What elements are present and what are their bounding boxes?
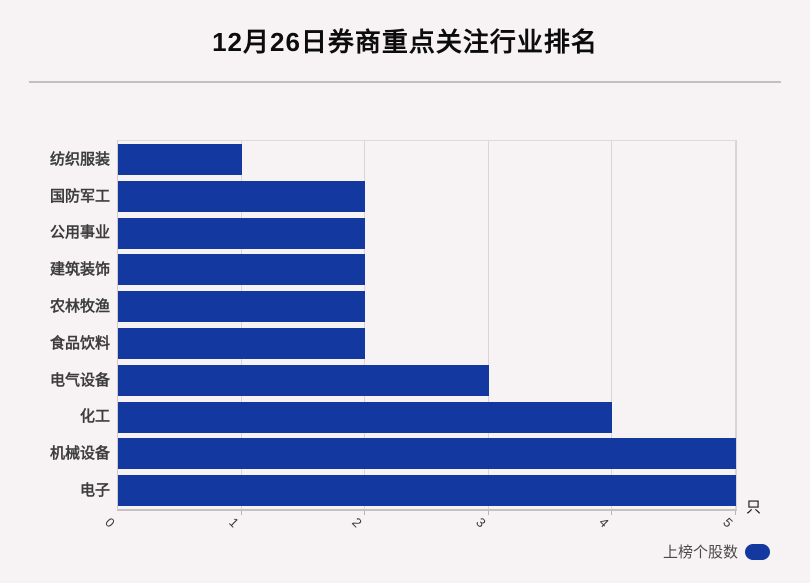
gridline-x-4	[611, 141, 613, 509]
xtick-label-0: 0	[102, 514, 118, 531]
legend-series-marker-icon	[745, 543, 770, 560]
bar-建筑装饰[interactable]	[118, 254, 366, 286]
gridline-x-2	[364, 141, 366, 509]
bar-公用事业[interactable]	[118, 217, 366, 249]
bar-食品饮料[interactable]	[118, 328, 366, 359]
tickmark-x-5	[735, 511, 736, 515]
category-label-建筑装饰: 建筑装饰	[49, 261, 110, 279]
chart-title: 12月26日券商重点关注行业排名	[212, 27, 598, 57]
legend-item[interactable]: 上榜个股数	[663, 541, 770, 562]
legend-label: 上榜个股数	[662, 544, 738, 561]
category-label-农林牧渔: 农林牧渔	[49, 298, 110, 316]
xtick-label-2: 2	[349, 514, 366, 531]
axis-unit-label: 只	[746, 499, 762, 516]
category-label-公用事业: 公用事业	[49, 224, 110, 242]
category-label-纺织服装: 纺织服装	[49, 150, 110, 168]
xtick-label-5: 5	[720, 514, 736, 531]
title-divider	[29, 81, 781, 83]
category-label-食品饮料: 食品饮料	[49, 334, 110, 352]
bar-电子[interactable]	[118, 475, 736, 507]
gridline-x-1	[240, 141, 242, 509]
bar-电气设备[interactable]	[118, 364, 489, 396]
category-label-国防军工: 国防军工	[49, 187, 110, 205]
xtick-label-1: 1	[225, 514, 242, 531]
bar-化工[interactable]	[118, 401, 613, 433]
plot-area	[117, 140, 737, 515]
tickmark-x-1	[240, 511, 242, 515]
gridline-x-5	[735, 141, 736, 509]
category-axis-labels: 纺织服装国防军工公用事业建筑装饰农林牧渔食品饮料电气设备化工机械设备电子	[0, 140, 110, 508]
category-label-电子: 电子	[79, 482, 110, 500]
gridline-x-3	[487, 141, 489, 509]
category-label-电气设备: 电气设备	[49, 371, 110, 389]
tickmark-x-3	[487, 511, 489, 515]
xtick-label-4: 4	[596, 514, 613, 531]
category-label-机械设备: 机械设备	[49, 445, 110, 463]
tickmark-x-2	[364, 511, 366, 515]
bar-机械设备[interactable]	[118, 438, 736, 470]
bar-农林牧渔[interactable]	[118, 291, 366, 323]
tickmark-x-4	[611, 511, 613, 515]
value-axis-labels: 0 1 2 3 4 5	[102, 511, 736, 539]
bar-纺织服装[interactable]	[118, 144, 242, 175]
xtick-label-3: 3	[472, 514, 489, 531]
category-label-化工: 化工	[79, 408, 110, 426]
bar-国防军工[interactable]	[118, 180, 366, 212]
